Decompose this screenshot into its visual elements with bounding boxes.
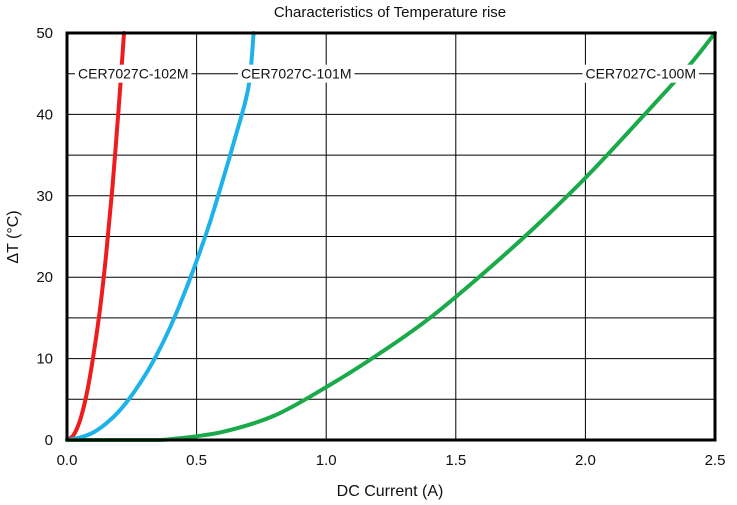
y-tick-label: 30	[36, 188, 53, 205]
y-tick-label: 20	[36, 269, 53, 286]
series-label-background	[238, 64, 355, 83]
y-axis-ticks: 0 10 20 30 40 50	[36, 25, 53, 449]
series-line-cer7027c-101m	[65, 31, 256, 442]
series-label: CER7027C-100M	[586, 66, 697, 82]
grid	[66, 32, 716, 441]
x-axis-ticks: 0.0 0.5 1.0 1.5 2.0 2.5	[57, 452, 726, 469]
series-line-cer7027c-102m	[65, 31, 126, 442]
series-label: CER7027C-102M	[78, 66, 189, 82]
x-tick-label: 1.0	[316, 452, 337, 469]
x-tick-label: 0.5	[186, 452, 207, 469]
x-tick-label: 0.0	[57, 452, 78, 469]
y-tick-label: 50	[36, 25, 53, 42]
plot-frame	[65, 31, 717, 442]
series-label-background	[75, 64, 192, 83]
x-tick-label: 1.5	[445, 452, 466, 469]
x-tick-label: 2.5	[705, 452, 726, 469]
series-label: CER7027C-101M	[241, 66, 352, 82]
x-axis-title: DC Current (A)	[337, 483, 444, 500]
series-label-background	[582, 64, 699, 83]
y-tick-label: 0	[45, 432, 53, 449]
series-labels: CER7027C-102M CER7027C-101M CER7027C-100M	[75, 64, 699, 83]
y-tick-label: 10	[36, 351, 53, 368]
y-tick-label: 40	[36, 106, 53, 123]
y-axis-title: ΔT (°C)	[5, 210, 22, 263]
x-tick-label: 2.0	[575, 452, 596, 469]
chart-title: Characteristics of Temperature rise	[274, 4, 506, 21]
